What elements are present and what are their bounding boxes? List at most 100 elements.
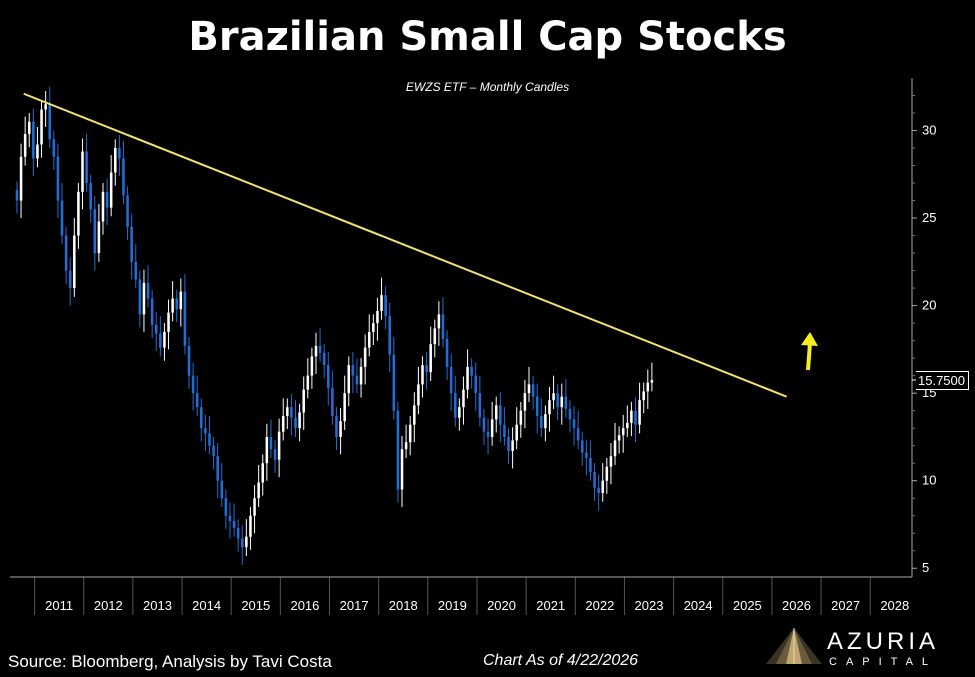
y-tick-label: 25 xyxy=(922,210,936,225)
candle-down xyxy=(89,183,92,210)
candle-down xyxy=(585,452,588,458)
candle-up xyxy=(23,134,27,157)
candle-up xyxy=(359,366,363,385)
candle-up xyxy=(544,414,547,429)
candle-down xyxy=(195,393,199,408)
trendline-layer xyxy=(23,92,818,398)
candle-down xyxy=(64,235,68,271)
x-tick-label: 2011 xyxy=(45,598,73,613)
candle-down xyxy=(355,375,359,385)
candle-up xyxy=(433,328,437,345)
candle-down xyxy=(392,354,396,411)
candle-up xyxy=(372,323,375,332)
candle-down xyxy=(224,498,228,516)
candle-down xyxy=(556,393,559,408)
candle-down xyxy=(236,527,240,539)
candle-down xyxy=(384,295,387,317)
candle-up xyxy=(40,109,43,145)
candle-down xyxy=(482,417,486,432)
candle-up xyxy=(142,282,146,315)
candle-down xyxy=(183,291,187,346)
x-tick-label: 2019 xyxy=(438,598,467,613)
candle-up xyxy=(109,172,113,208)
candle-down xyxy=(85,151,88,184)
candle-up xyxy=(376,310,379,324)
candle-down xyxy=(159,333,162,348)
candle-up xyxy=(650,380,654,383)
candle-down xyxy=(93,209,97,254)
candle-down xyxy=(327,365,330,388)
candle-up xyxy=(404,442,408,450)
x-tick-label: 2025 xyxy=(733,598,762,613)
candle-down xyxy=(56,156,60,201)
candle-up xyxy=(167,312,170,332)
candle-down xyxy=(191,375,195,394)
candle-up xyxy=(310,356,314,376)
logo-wordmark: AZURIA xyxy=(827,628,940,655)
candle-down xyxy=(445,338,449,367)
candle-up xyxy=(249,515,252,537)
candle-down xyxy=(134,261,138,280)
candle-up xyxy=(638,400,641,425)
x-tick-label: 2012 xyxy=(94,598,123,613)
candle-up xyxy=(367,331,371,348)
candle-down xyxy=(48,104,52,140)
candle-up xyxy=(163,331,166,348)
candle-down xyxy=(105,191,109,208)
y-tick-label: 5 xyxy=(922,560,929,575)
gridlines xyxy=(34,577,871,615)
candle-down xyxy=(126,195,129,227)
candle-down xyxy=(470,366,473,376)
candle-down xyxy=(175,298,178,310)
candle-down xyxy=(499,405,502,425)
candle-up xyxy=(429,344,432,373)
candle-down xyxy=(146,282,150,299)
candle-down xyxy=(269,436,273,450)
candle-down xyxy=(388,316,391,355)
candle-down xyxy=(228,515,232,521)
x-tick-label: 2027 xyxy=(831,598,860,613)
candle-up xyxy=(490,419,494,437)
candle-down xyxy=(122,158,125,196)
candle-up xyxy=(343,393,346,422)
as-of-date: Chart As of 4/22/2026 xyxy=(483,652,639,669)
candle-up xyxy=(171,298,174,313)
candle-down xyxy=(118,148,121,159)
candle-down xyxy=(331,387,334,416)
candle-down xyxy=(290,407,293,418)
candle-down xyxy=(425,365,428,373)
candle-down xyxy=(232,520,236,528)
last-price-label: 15.7500 xyxy=(916,371,969,390)
candle-up xyxy=(253,498,256,516)
candle-up xyxy=(19,156,23,201)
candle-up xyxy=(245,536,248,548)
candle-up xyxy=(548,400,551,415)
candle-up xyxy=(462,389,465,408)
candle-down xyxy=(486,431,490,437)
candle-up xyxy=(363,347,367,367)
candle-up xyxy=(519,410,523,425)
candle-down xyxy=(204,428,207,434)
x-tick-label: 2028 xyxy=(880,598,909,613)
candle-up xyxy=(97,221,101,254)
candle-down xyxy=(474,375,478,394)
candle-up xyxy=(257,482,260,499)
source-note: Source: Bloomberg, Analysis by Tavi Cost… xyxy=(8,652,332,671)
candle-up xyxy=(560,396,564,408)
candle-up xyxy=(621,428,625,436)
candle-down xyxy=(503,424,506,437)
candle-down xyxy=(568,408,572,420)
candle-up xyxy=(77,191,80,236)
x-tick-label: 2018 xyxy=(389,598,418,613)
x-tick-label: 2016 xyxy=(290,598,319,613)
candle-down xyxy=(597,487,600,493)
candle-down xyxy=(154,324,158,334)
y-tick-label: 10 xyxy=(922,473,936,488)
candle-up xyxy=(306,375,310,390)
candle-up xyxy=(515,424,518,441)
candle-down xyxy=(531,384,535,397)
candle-up xyxy=(458,407,461,418)
candle-up xyxy=(511,440,514,451)
candle-down xyxy=(208,433,211,446)
